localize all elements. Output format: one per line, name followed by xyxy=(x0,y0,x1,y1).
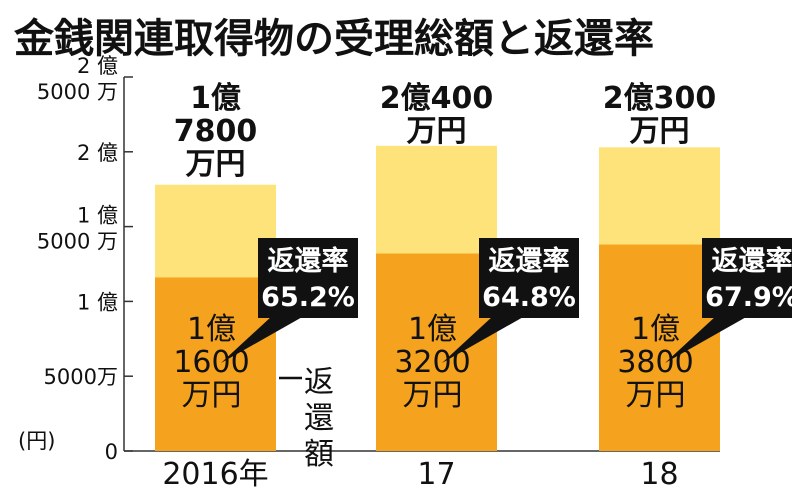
y-tick-label-5-line-1: 5000 万 xyxy=(37,80,118,104)
return-rate-value-2: 67.9% xyxy=(705,282,792,313)
callout-box-1 xyxy=(479,238,579,318)
total-label-1-line-1: 万円 xyxy=(407,114,467,149)
bars xyxy=(155,145,720,452)
return-rate-value-0: 65.2% xyxy=(261,282,355,313)
y-tick-label-4-line-0: 2 億 xyxy=(77,141,118,165)
callout-pointer-2 xyxy=(665,316,748,363)
returned-label-0-line-0: 1億 xyxy=(187,312,236,347)
bar-labels: 2016年1億7800万円1億1600万円返還率65.2%172億400万円1億… xyxy=(162,81,792,492)
returned-label-2-line-0: 1億 xyxy=(631,312,680,347)
bar-returned-1 xyxy=(376,253,497,451)
x-tick-label-1: 17 xyxy=(417,457,455,492)
total-label-1-line-0: 2億400 xyxy=(380,81,494,116)
y-tick-label-3-line-1: 5000 万 xyxy=(37,230,118,254)
callout-box-0 xyxy=(258,238,358,318)
x-tick-label-0: 2016年 xyxy=(162,457,268,492)
total-label-2-line-1: 万円 xyxy=(630,114,690,149)
y-tick-label-0-line-0: 0 xyxy=(105,440,118,464)
y-tick-label-1-line-0: 5000万 xyxy=(44,365,118,389)
returned-label-2-line-2: 万円 xyxy=(626,378,686,413)
returned-label-1-line-2: 万円 xyxy=(403,378,463,413)
y-tick-label-5-line-0: 2 億 xyxy=(77,54,118,78)
total-label-0-line-1: 7800 xyxy=(174,114,258,149)
callout-box-2 xyxy=(702,238,792,318)
callout-pointer-0 xyxy=(221,316,304,363)
chart-title: 金銭関連取得物の受理総額と返還率 xyxy=(14,16,654,62)
returned-label-1-line-0: 1億 xyxy=(408,312,457,347)
x-tick-label-2: 18 xyxy=(640,457,678,492)
total-label-2-line-0: 2億300 xyxy=(603,81,717,116)
y-tick-label-3-line-0: 1 億 xyxy=(77,204,118,228)
y-unit-label: (円) xyxy=(18,429,55,453)
return-rate-label-1: 返還率 xyxy=(489,245,570,277)
returned-label-0-line-2: 万円 xyxy=(182,378,242,413)
legend: 返還額 xyxy=(279,365,334,472)
return-rate-label-0: 返還率 xyxy=(268,245,349,277)
return-rate-value-1: 64.8% xyxy=(482,282,576,313)
legend-returned-line-1: 還 xyxy=(304,401,334,436)
total-label-0-line-2: 万円 xyxy=(186,147,246,182)
y-tick-label-2-line-0: 1 億 xyxy=(77,290,118,314)
return-rate-label-2: 返還率 xyxy=(712,245,792,277)
callout-pointer-1 xyxy=(442,316,525,363)
total-label-0-line-0: 1億 xyxy=(190,81,241,116)
bar-returned-0 xyxy=(155,277,276,451)
legend-returned-line-0: 返 xyxy=(304,365,334,400)
bar-returned-2 xyxy=(599,244,720,451)
legend-returned-line-2: 額 xyxy=(304,437,334,472)
